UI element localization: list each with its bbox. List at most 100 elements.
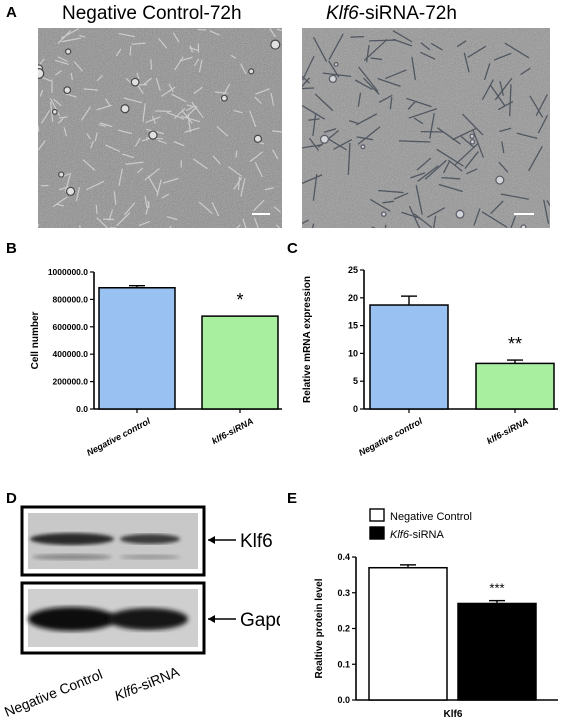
lane-gene-rest: -siRNA	[134, 663, 182, 695]
cell-process	[424, 159, 447, 180]
cell-process	[312, 174, 318, 201]
cell-process	[429, 113, 435, 139]
band-klf6-control	[30, 533, 114, 545]
legend-swatch	[369, 508, 385, 522]
legend-italic: Klf6	[390, 529, 410, 541]
cell-process	[264, 187, 274, 191]
cell-process	[456, 40, 467, 48]
panel-letter-c: C	[287, 240, 298, 257]
cell-process	[166, 111, 185, 120]
cell-process	[384, 224, 387, 228]
cell-process	[253, 217, 260, 228]
cell-process	[116, 212, 131, 227]
bar	[457, 602, 537, 701]
significance-marker: ***	[489, 581, 504, 596]
y-tick-label: 0.4	[337, 552, 350, 562]
y-axis-label: Relative mRNA expression	[302, 276, 313, 403]
cell-process	[54, 69, 62, 76]
cell-process	[362, 77, 380, 95]
rounded-cell	[63, 86, 72, 95]
cell-process	[490, 200, 504, 215]
cell-process	[415, 185, 423, 215]
cell-process	[407, 101, 416, 110]
cell-process	[193, 158, 208, 170]
cell-process	[57, 30, 72, 44]
rounded-cell	[130, 77, 140, 87]
cell-process	[39, 89, 44, 97]
cell-process	[354, 79, 373, 91]
rounded-cell	[120, 104, 130, 114]
cell-process	[393, 192, 409, 200]
cell-process	[173, 107, 186, 120]
cell-process	[86, 180, 105, 191]
cell-process	[63, 173, 70, 178]
cell-process	[57, 56, 68, 63]
cell-process	[129, 46, 132, 56]
rounded-cell	[248, 68, 255, 75]
legend-swatch	[369, 526, 385, 540]
cell-process	[308, 137, 320, 151]
cell-process	[57, 118, 64, 124]
cell-process	[328, 60, 340, 78]
cell-process	[272, 130, 282, 133]
cell-process	[273, 206, 281, 213]
cell-process	[105, 144, 121, 153]
cell-process	[61, 37, 82, 43]
y-tick-label: 0.3	[337, 588, 350, 598]
band-gapdh-sirna	[108, 608, 188, 630]
cell-process	[134, 137, 141, 147]
y-tick-label: 1000000.0	[48, 267, 88, 277]
cell-process	[138, 220, 151, 227]
cell-process	[398, 140, 431, 143]
cell-process	[55, 59, 70, 66]
cell-process	[79, 34, 86, 38]
cell-process	[212, 155, 221, 165]
cell-process	[118, 32, 135, 38]
rounded-cell	[520, 224, 527, 228]
cell-process	[365, 45, 370, 63]
rounded-cell	[220, 94, 228, 102]
cell-process	[302, 87, 315, 90]
cell-process	[180, 115, 201, 123]
cell-process	[253, 199, 265, 212]
cell-process	[483, 63, 491, 81]
cell-process	[162, 177, 179, 184]
rounded-cell	[333, 61, 339, 67]
cell-process	[369, 39, 397, 42]
cell-process	[191, 101, 204, 119]
chart-protein-level: 0.0 0.1 0.2 0.3 0.4 *** Klf6 Realtive protein l…	[314, 508, 558, 720]
cell-process	[378, 94, 393, 104]
cell-process	[432, 215, 437, 228]
cell-process	[302, 174, 323, 185]
cell-process	[308, 118, 320, 121]
y-axis-label: Cell number	[30, 312, 41, 370]
legend-text: -siRNA	[409, 529, 444, 541]
cell-process	[209, 30, 220, 36]
cell-process	[410, 172, 426, 179]
cell-process	[156, 179, 162, 197]
cell-process	[499, 127, 512, 133]
y-tick-label: 15	[348, 321, 358, 331]
cell-process	[123, 202, 136, 216]
cell-process	[408, 205, 421, 228]
legend-label: Negative Control	[390, 511, 472, 523]
panel-letter-e: E	[287, 490, 298, 507]
y-axis-label: Realtive protein level	[314, 578, 325, 678]
cell-process	[467, 45, 487, 58]
lane-label-control: Negative Control	[2, 665, 105, 720]
cell-process	[95, 204, 98, 215]
cell-process	[333, 138, 353, 150]
cell-process	[543, 199, 550, 224]
rounded-cell	[328, 74, 338, 84]
cell-process	[312, 112, 317, 137]
cell-process	[144, 168, 160, 181]
cell-process	[323, 128, 337, 133]
cell-process	[151, 115, 157, 124]
cell-process	[187, 114, 191, 133]
cell-process	[272, 149, 279, 160]
rounded-cell	[65, 48, 72, 55]
cell-process	[242, 218, 247, 228]
cell-process	[254, 162, 263, 178]
cell-process	[448, 159, 463, 172]
cell-process	[473, 208, 481, 226]
